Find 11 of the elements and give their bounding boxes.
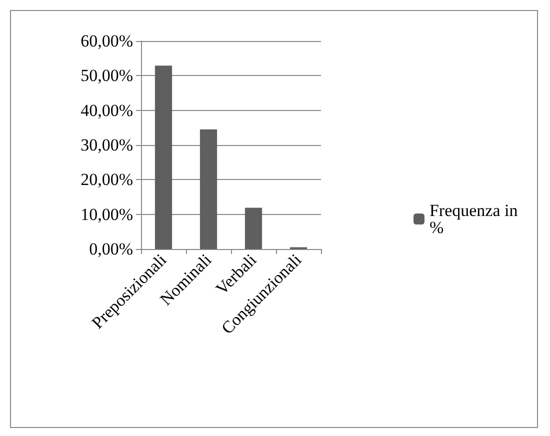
bar [244, 208, 262, 249]
bar [154, 66, 172, 249]
y-tick-label: 50,00% [80, 66, 133, 86]
y-tick-label: 40,00% [80, 100, 133, 120]
y-tick-label: 60,00% [80, 32, 133, 50]
y-tick-label: 20,00% [80, 170, 133, 190]
y-tick-label: 0,00% [89, 240, 133, 258]
y-tick-label: 30,00% [80, 136, 133, 154]
bar [200, 129, 218, 249]
y-tick-label: 10,00% [80, 204, 133, 224]
legend-label: Frequenza in % [429, 201, 522, 237]
